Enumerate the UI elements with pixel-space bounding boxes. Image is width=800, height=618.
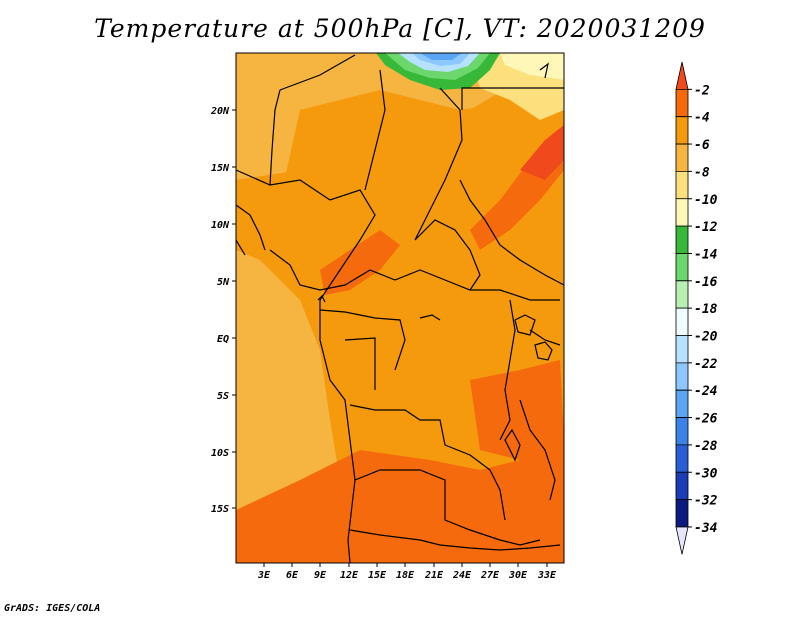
lat-label: 10S bbox=[211, 448, 229, 459]
colorbar-bin bbox=[675, 389, 689, 418]
colorbar-label: -12 bbox=[694, 220, 718, 235]
lon-label: 9E bbox=[314, 570, 327, 581]
lon-label: 12E bbox=[340, 570, 359, 581]
central-warm-streak bbox=[320, 230, 400, 295]
east-warm-field bbox=[470, 360, 564, 460]
colorbar-bin bbox=[675, 362, 689, 391]
lat-label: 15S bbox=[211, 504, 229, 515]
lon-label: 6E bbox=[286, 570, 299, 581]
colorbar-label: -20 bbox=[694, 330, 718, 345]
colorbar-bin bbox=[675, 444, 689, 473]
colorbar-bin bbox=[675, 225, 689, 254]
colorbar-bin bbox=[675, 198, 689, 227]
south-warm-field bbox=[236, 430, 564, 563]
colorbar-bin bbox=[675, 253, 689, 282]
cold-pool-center bbox=[420, 53, 462, 60]
colorbar-bin bbox=[675, 471, 689, 500]
map-frame bbox=[235, 52, 565, 564]
colorbar-label: -26 bbox=[694, 412, 718, 427]
lon-label: 33E bbox=[537, 570, 557, 581]
colorbar-label: -34 bbox=[694, 521, 718, 536]
colorbar-bin bbox=[675, 307, 689, 336]
colorbar-label: -6 bbox=[694, 138, 710, 153]
colorbar-bin bbox=[675, 526, 689, 555]
temperature-field bbox=[236, 53, 564, 563]
colorbar-bin bbox=[675, 280, 689, 309]
lon-label: 27E bbox=[480, 570, 500, 581]
colorbar-bin bbox=[675, 417, 689, 446]
lon-label: 24E bbox=[452, 570, 472, 581]
lon-labels: 3E 6E 9E 12E 15E 18E 21E 24E 27E 30E 33E bbox=[257, 570, 557, 581]
colorbar-label: -24 bbox=[694, 384, 718, 399]
colorbar-label: -32 bbox=[694, 494, 718, 509]
colorbar-label: -16 bbox=[694, 275, 718, 290]
colorbar-label: -8 bbox=[694, 165, 710, 180]
lon-label: 15E bbox=[368, 570, 387, 581]
credit-label: GrADS: IGES/COLA bbox=[4, 603, 101, 614]
lat-label: 20N bbox=[210, 106, 230, 117]
colorbar-label: -18 bbox=[694, 302, 718, 317]
colorbar-bin bbox=[675, 171, 689, 200]
colorbar-bin bbox=[675, 499, 689, 528]
coastal-band bbox=[236, 300, 310, 480]
ne-hot-core bbox=[520, 125, 564, 180]
colorbar-label: -30 bbox=[694, 466, 718, 481]
colorbar: -2 -4 -6 -8 -10 -12 -14 -16 -18 -20 -22 -24 -26 -28 -3… bbox=[675, 61, 718, 555]
lon-label: 30E bbox=[508, 570, 528, 581]
lat-label: EQ bbox=[217, 334, 229, 345]
lon-label: 3E bbox=[257, 570, 271, 581]
colorbar-bin bbox=[675, 335, 689, 364]
colorbar-label: -14 bbox=[694, 247, 718, 262]
lon-label: 18E bbox=[396, 570, 415, 581]
lat-axis bbox=[232, 109, 236, 509]
country-borders bbox=[236, 54, 564, 563]
colorbar-label: -10 bbox=[694, 193, 718, 208]
colorbar-bin bbox=[675, 143, 689, 172]
map-title: Temperature at 500hPa [C], VT: 202003120… bbox=[94, 14, 706, 43]
ne-cooler-area bbox=[500, 53, 564, 80]
colorbar-bin bbox=[675, 88, 689, 118]
lon-axis bbox=[263, 563, 548, 567]
lat-label: 5S bbox=[217, 391, 229, 402]
colorbar-bin bbox=[675, 116, 689, 145]
colorbar-label: -28 bbox=[694, 439, 718, 454]
colorbar-label: -4 bbox=[694, 111, 710, 126]
lon-label: 21E bbox=[424, 570, 444, 581]
lat-label: 15N bbox=[211, 163, 230, 174]
colorbar-label: -2 bbox=[694, 83, 710, 98]
lat-labels: 20N 15N 10N 5N EQ 5S 10S 15S bbox=[210, 106, 230, 515]
colorbar-bin bbox=[675, 61, 689, 90]
colorbar-label: -22 bbox=[694, 357, 718, 372]
lat-label: 5N bbox=[217, 277, 230, 288]
lat-label: 10N bbox=[211, 220, 230, 231]
